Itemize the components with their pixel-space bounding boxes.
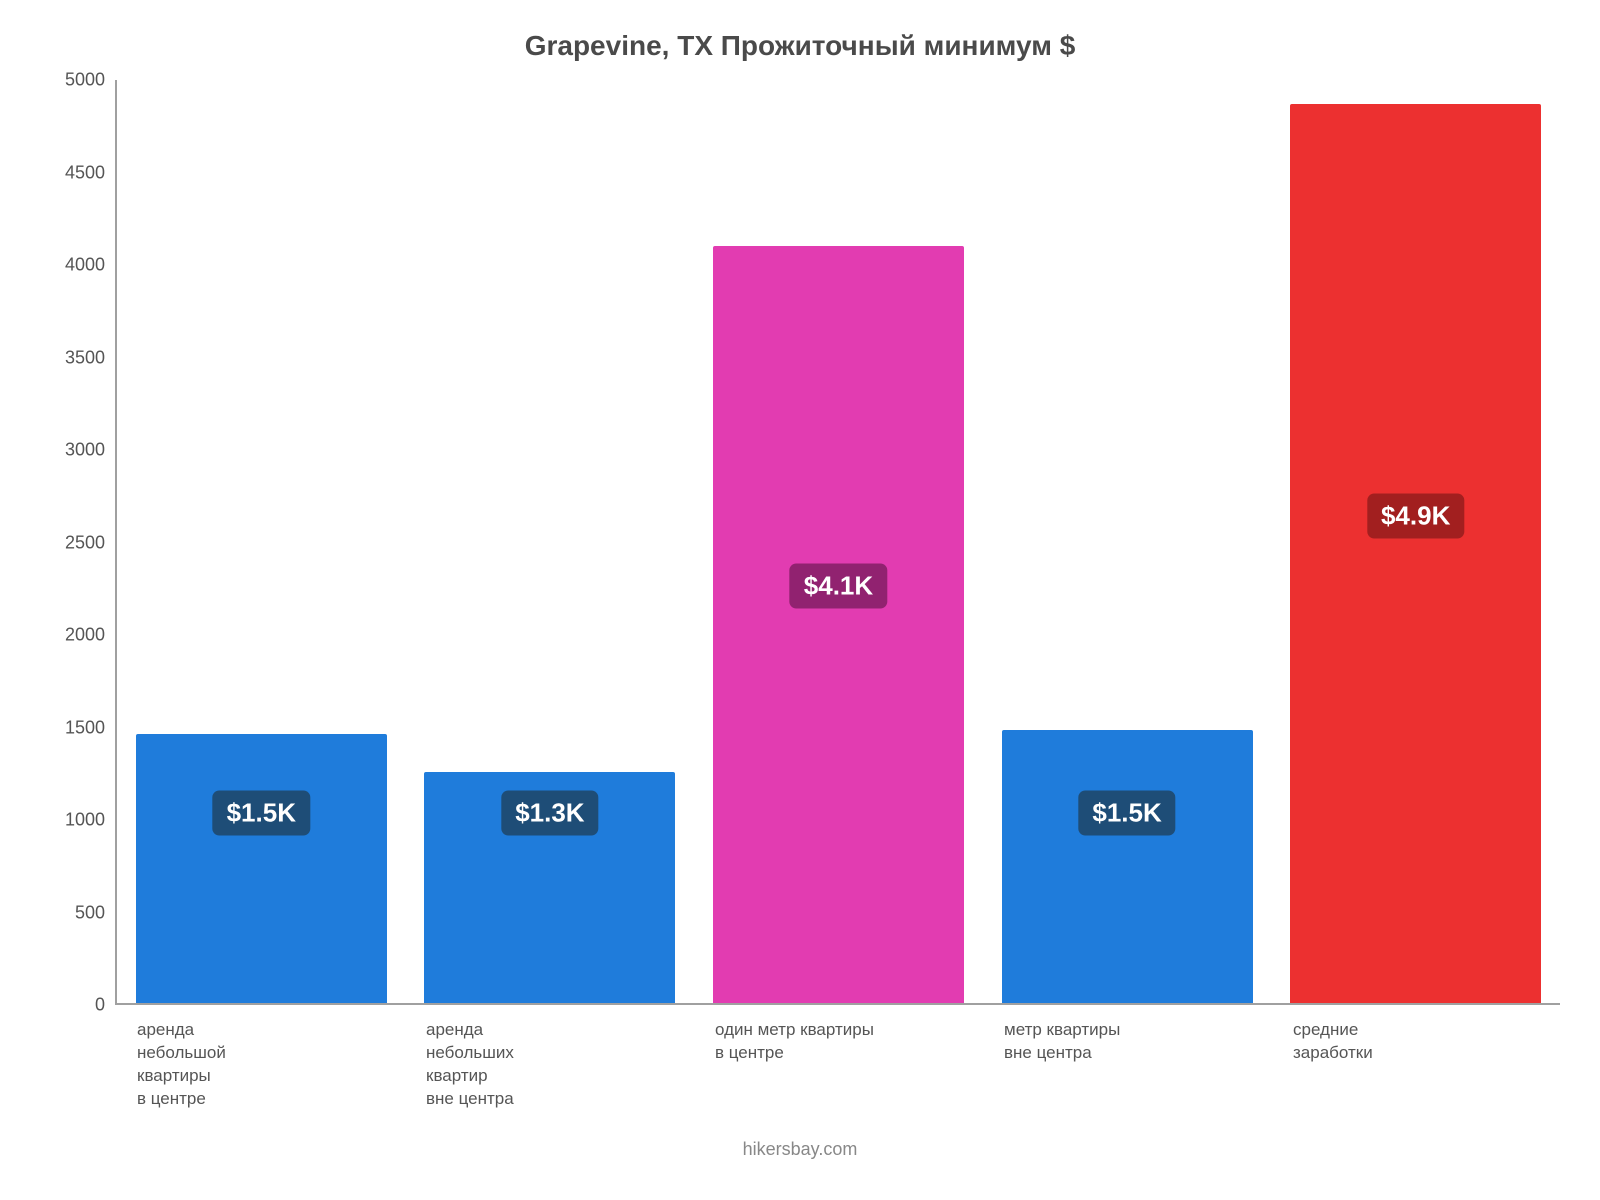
y-tick: 3500 [65, 347, 105, 368]
y-axis: 0500100015002000250030003500400045005000 [40, 80, 115, 1005]
x-category-label: один метр квартиры в центре [693, 1005, 982, 1111]
bar-value-label: $1.5K [213, 791, 310, 836]
bar-slot: $4.9K [1271, 80, 1560, 1003]
bars-container: $1.5K $1.3K $4.1K $1.5K $4.9K [117, 80, 1560, 1003]
cost-of-living-chart: Grapevine, TX Прожиточный минимум $ 0 500… [0, 0, 1600, 1200]
bar: $4.1K [713, 246, 964, 1003]
bar: $4.9K [1290, 104, 1541, 1003]
y-tick: 4500 [65, 162, 105, 183]
x-category-label: средние заработки [1271, 1005, 1560, 1111]
y-tick: 1500 [65, 717, 105, 738]
bar-slot: $1.5K [983, 80, 1272, 1003]
y-tick: 3000 [65, 440, 105, 461]
bar: $1.5K [136, 734, 387, 1004]
y-tick: 1000 [65, 810, 105, 831]
plot-row: 0500100015002000250030003500400045005000… [40, 80, 1560, 1005]
attribution: hikersbay.com [40, 1139, 1560, 1160]
y-tick: 2000 [65, 625, 105, 646]
x-category-label: аренда небольших квартир вне центра [404, 1005, 693, 1111]
chart-title: Grapevine, TX Прожиточный минимум $ [40, 30, 1560, 62]
bar-slot: $1.3K [406, 80, 695, 1003]
bar-value-label: $1.3K [501, 791, 598, 836]
x-category-label: метр квартиры вне центра [982, 1005, 1271, 1111]
y-tick: 0 [95, 995, 105, 1016]
bar: $1.3K [424, 772, 675, 1003]
plot-area: $1.5K $1.3K $4.1K $1.5K $4.9K [115, 80, 1560, 1005]
bar-value-label: $4.1K [790, 563, 887, 608]
bar-slot: $1.5K [117, 80, 406, 1003]
bar-slot: $4.1K [694, 80, 983, 1003]
y-tick: 2500 [65, 532, 105, 553]
bar-value-label: $1.5K [1078, 791, 1175, 836]
bar: $1.5K [1002, 730, 1253, 1003]
bar-value-label: $4.9K [1367, 493, 1464, 538]
y-tick: 5000 [65, 70, 105, 91]
y-tick: 500 [75, 902, 105, 923]
x-axis: аренда небольшой квартиры в центреаренда… [115, 1005, 1560, 1111]
x-category-label: аренда небольшой квартиры в центре [115, 1005, 404, 1111]
y-tick: 4000 [65, 255, 105, 276]
